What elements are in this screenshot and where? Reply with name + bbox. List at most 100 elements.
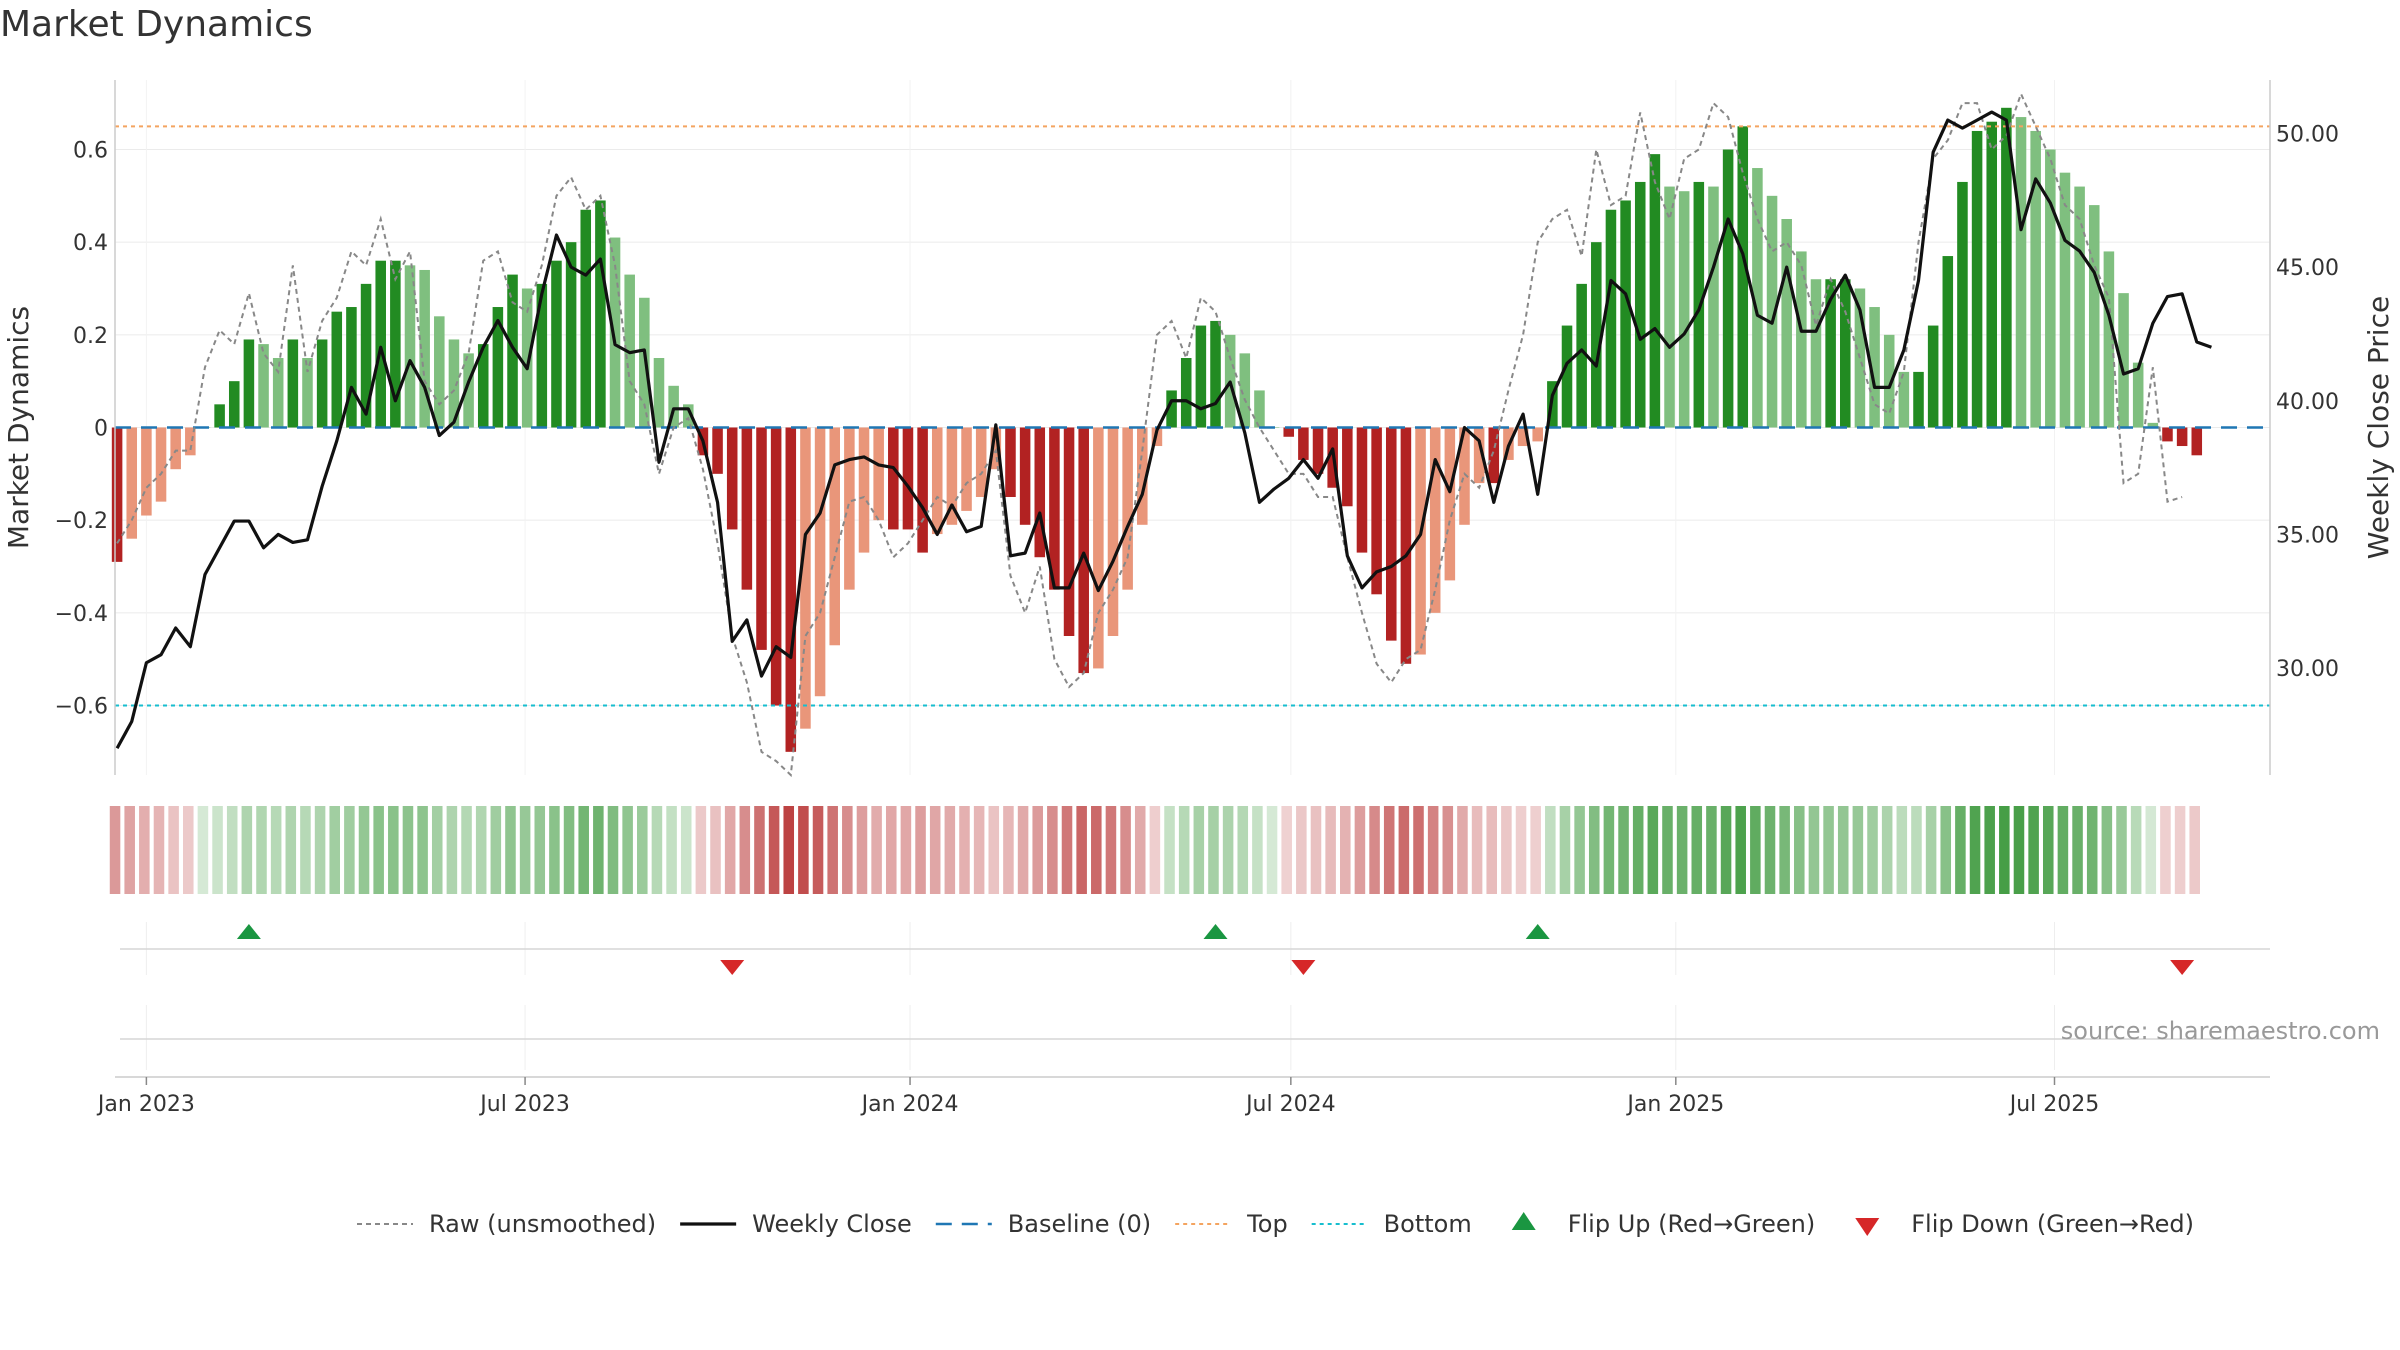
dynamics-bar — [1576, 283, 1587, 428]
flip-down-marker — [2170, 960, 2195, 975]
x-tick-label: Jul 2024 — [1244, 1092, 1336, 1117]
regime-cell — [1105, 806, 1117, 894]
dynamics-bar — [1459, 427, 1470, 525]
regime-cell — [1237, 806, 1249, 894]
dynamics-bar — [770, 427, 782, 706]
regime-cell — [519, 806, 531, 894]
regime-cell — [388, 806, 399, 894]
dynamics-bar — [1869, 307, 1880, 428]
regime-cell — [2116, 806, 2127, 894]
dynamics-bar — [1796, 251, 1807, 428]
dynamics-bar — [1737, 126, 1749, 428]
y-axis-label: Market Dynamics — [2, 306, 35, 549]
dynamics-bar — [507, 274, 518, 428]
dynamics-bar — [390, 260, 401, 428]
dynamics-bar — [126, 427, 138, 539]
regime-cell — [1691, 806, 1703, 894]
dynamics-bar — [1620, 200, 1631, 428]
legend-label: Weekly Close — [752, 1210, 912, 1238]
dynamics-bar — [917, 427, 928, 553]
legend-flip-up-swatch — [1511, 1212, 1536, 1230]
level-lines — [115, 125, 2270, 707]
dynamics-bar — [1444, 427, 1456, 581]
dynamics-bar — [434, 316, 445, 428]
dynamics-bar — [1678, 191, 1690, 428]
dynamics-bar — [1942, 256, 1954, 428]
regime-cell — [593, 806, 604, 894]
regime-cell — [768, 806, 780, 894]
x-tick-label: Jan 2024 — [860, 1092, 959, 1117]
regime-cell — [915, 806, 926, 894]
dynamics-bar — [1649, 154, 1661, 428]
dynamics-bar — [331, 311, 343, 428]
regime-cell — [1896, 806, 1908, 894]
regime-cell — [1032, 806, 1043, 894]
dynamics-bar — [726, 427, 738, 530]
y2-tick-label: 45.00 — [2276, 256, 2339, 281]
regime-cell — [1047, 806, 1058, 894]
dynamics-bar — [2030, 130, 2041, 428]
dynamics-bar — [1605, 209, 1617, 428]
dynamics-bar — [829, 427, 841, 646]
regime-cell — [1647, 806, 1659, 894]
regime-cell — [373, 806, 384, 894]
dynamics-bar — [1766, 195, 1778, 428]
dynamics-bar — [2059, 172, 2071, 428]
dynamics-bar — [1298, 427, 1309, 460]
regime-cell — [1193, 806, 1205, 894]
dynamics-bar — [1517, 427, 1529, 447]
regime-cell — [1706, 806, 1717, 894]
dynamics-bar — [2118, 293, 2129, 428]
x-tick-label: Jul 2023 — [478, 1092, 570, 1117]
regime-cell — [417, 806, 428, 894]
regime-cell — [505, 806, 516, 894]
dynamics-bar — [404, 265, 416, 428]
dynamics-bar — [1385, 427, 1397, 641]
dynamics-bar — [1913, 371, 1924, 428]
dynamics-bar — [1107, 427, 1119, 636]
dynamics-bar — [902, 427, 914, 530]
regime-cell — [1383, 806, 1395, 894]
regime-cell — [2101, 806, 2113, 894]
dynamics-bar — [551, 260, 562, 428]
dynamics-bar — [1957, 181, 1968, 428]
regime-cell — [431, 806, 443, 894]
regime-cell — [168, 806, 179, 894]
regime-cell — [739, 806, 751, 894]
dynamics-bar — [975, 427, 987, 497]
dynamics-bar — [1210, 320, 1221, 428]
regime-cell — [182, 806, 194, 894]
dynamics-bar — [1312, 427, 1324, 474]
regime-cell — [724, 806, 736, 894]
regime-cell — [256, 806, 267, 894]
axes: −0.6 −0.4 −0.2 0 0.2 0.4 0.6 30.00 35.00 40.00 45.… — [2, 80, 2395, 775]
y-tick-label: −0.2 — [55, 509, 108, 534]
dynamics-bar — [888, 427, 899, 530]
y-tick-label: 0.2 — [73, 324, 108, 349]
regime-cell — [1208, 806, 1219, 894]
dynamics-bar — [360, 283, 372, 428]
regime-cell — [1486, 806, 1498, 894]
dynamics-bar — [2088, 205, 2100, 428]
dynamics-bar — [346, 307, 357, 428]
regime-cell — [1823, 806, 1834, 894]
regime-cell — [1545, 806, 1556, 894]
dynamics-bar — [1473, 427, 1485, 484]
regime-cell — [139, 806, 150, 894]
regime-cell — [563, 806, 575, 894]
legend-label: Flip Up (Red→Green) — [1568, 1210, 1816, 1238]
regime-cell — [2057, 806, 2069, 894]
flip-down-marker — [720, 960, 745, 975]
legend-label: Baseline (0) — [1008, 1210, 1151, 1238]
regime-cell — [1442, 806, 1454, 894]
dynamics-bar — [1195, 325, 1207, 428]
dynamics-bar — [1986, 121, 1998, 428]
y-tick-label: 0 — [94, 417, 108, 442]
dynamics-bar — [653, 358, 665, 428]
regime-cell — [578, 806, 589, 894]
date-axis: Jan 2023 Jul 2023 Jan 2024 Jul 2024 Jan 2025… — [96, 1076, 2270, 1117]
regime-cell — [1515, 806, 1527, 894]
dynamics-bar — [2001, 107, 2012, 428]
regime-cell — [1296, 806, 1307, 894]
dynamics-bar — [302, 358, 313, 428]
